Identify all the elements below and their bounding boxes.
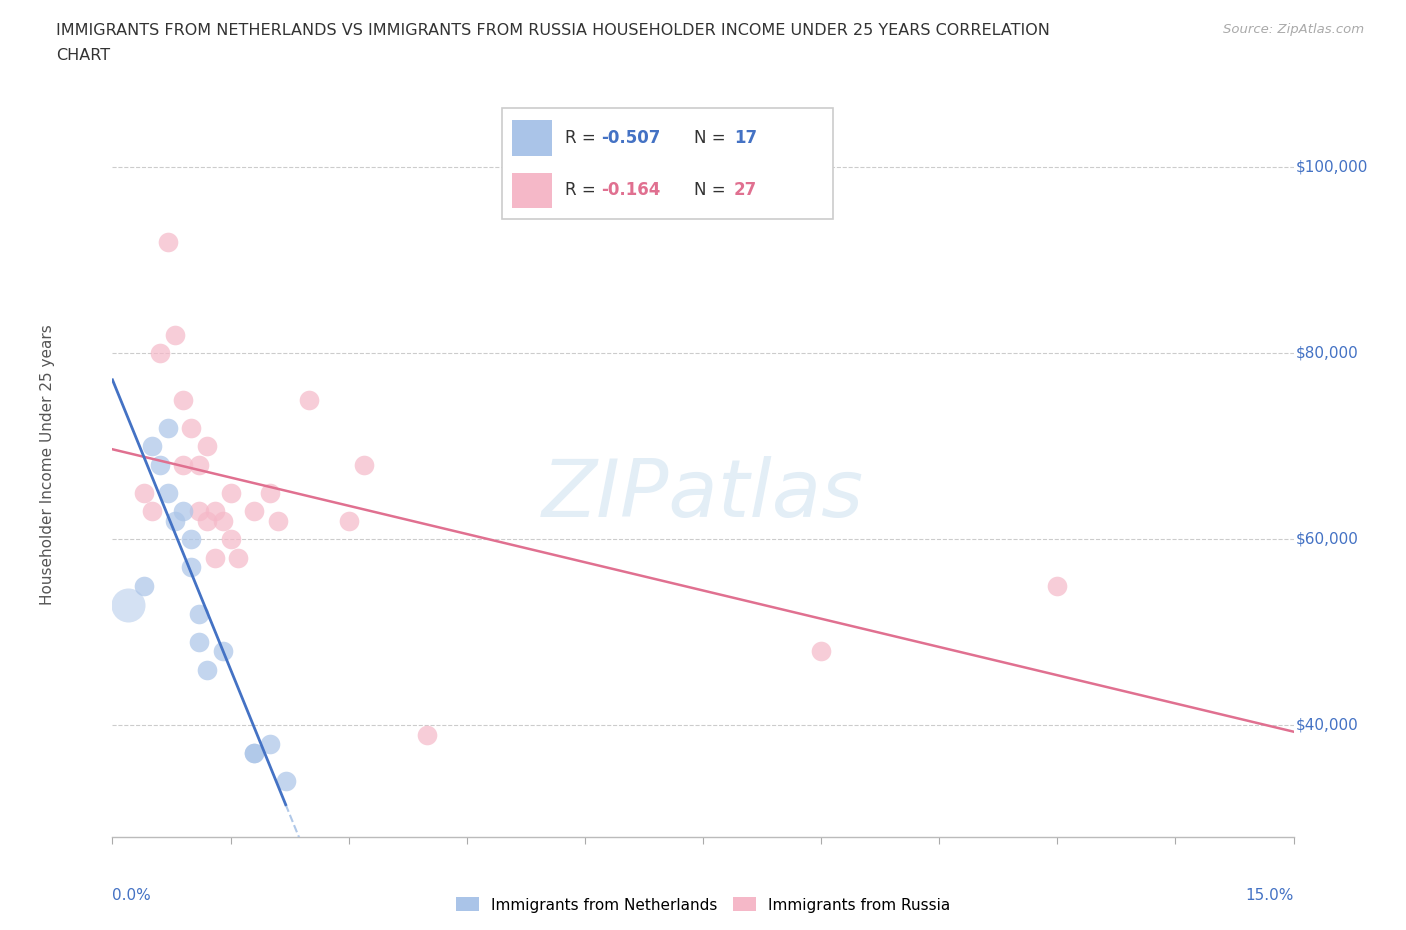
Point bbox=[172, 504, 194, 519]
Point bbox=[180, 420, 202, 435]
Point bbox=[156, 234, 179, 249]
Point bbox=[211, 644, 233, 658]
Point bbox=[298, 392, 321, 407]
Point bbox=[810, 644, 832, 658]
Text: ZIPatlas: ZIPatlas bbox=[541, 456, 865, 534]
Point bbox=[117, 597, 139, 612]
Point bbox=[156, 485, 179, 500]
Text: $60,000: $60,000 bbox=[1296, 532, 1358, 547]
Point bbox=[180, 532, 202, 547]
Point bbox=[267, 513, 290, 528]
Point bbox=[165, 513, 187, 528]
Legend: Immigrants from Netherlands, Immigrants from Russia: Immigrants from Netherlands, Immigrants … bbox=[450, 891, 956, 919]
Point bbox=[132, 578, 155, 593]
Text: Householder Income Under 25 years: Householder Income Under 25 years bbox=[39, 325, 55, 605]
Text: $100,000: $100,000 bbox=[1296, 160, 1368, 175]
Point bbox=[1046, 578, 1069, 593]
Point bbox=[188, 458, 211, 472]
Point bbox=[188, 634, 211, 649]
Point bbox=[243, 504, 266, 519]
Point bbox=[195, 439, 218, 454]
Point bbox=[259, 485, 281, 500]
Point bbox=[149, 458, 172, 472]
Text: Source: ZipAtlas.com: Source: ZipAtlas.com bbox=[1223, 23, 1364, 36]
Text: 15.0%: 15.0% bbox=[1246, 888, 1294, 903]
Point bbox=[219, 485, 242, 500]
Point bbox=[259, 737, 281, 751]
Point bbox=[149, 346, 172, 361]
Point bbox=[195, 513, 218, 528]
Text: 0.0%: 0.0% bbox=[112, 888, 152, 903]
Point bbox=[156, 420, 179, 435]
Point bbox=[204, 551, 226, 565]
Point bbox=[165, 327, 187, 342]
Point bbox=[188, 606, 211, 621]
Point bbox=[211, 513, 233, 528]
Point bbox=[141, 439, 163, 454]
Point bbox=[141, 504, 163, 519]
Point bbox=[132, 485, 155, 500]
Point bbox=[416, 727, 439, 742]
Point bbox=[180, 560, 202, 575]
Point bbox=[274, 774, 297, 789]
Point bbox=[219, 532, 242, 547]
Point bbox=[228, 551, 250, 565]
Point bbox=[337, 513, 360, 528]
Point bbox=[204, 504, 226, 519]
Point bbox=[188, 504, 211, 519]
Point bbox=[172, 458, 194, 472]
Text: $40,000: $40,000 bbox=[1296, 718, 1358, 733]
Text: CHART: CHART bbox=[56, 48, 110, 63]
Text: IMMIGRANTS FROM NETHERLANDS VS IMMIGRANTS FROM RUSSIA HOUSEHOLDER INCOME UNDER 2: IMMIGRANTS FROM NETHERLANDS VS IMMIGRANT… bbox=[56, 23, 1050, 38]
Point bbox=[243, 746, 266, 761]
Point bbox=[195, 662, 218, 677]
Text: $80,000: $80,000 bbox=[1296, 346, 1358, 361]
Point bbox=[172, 392, 194, 407]
Point bbox=[353, 458, 375, 472]
Point bbox=[243, 746, 266, 761]
